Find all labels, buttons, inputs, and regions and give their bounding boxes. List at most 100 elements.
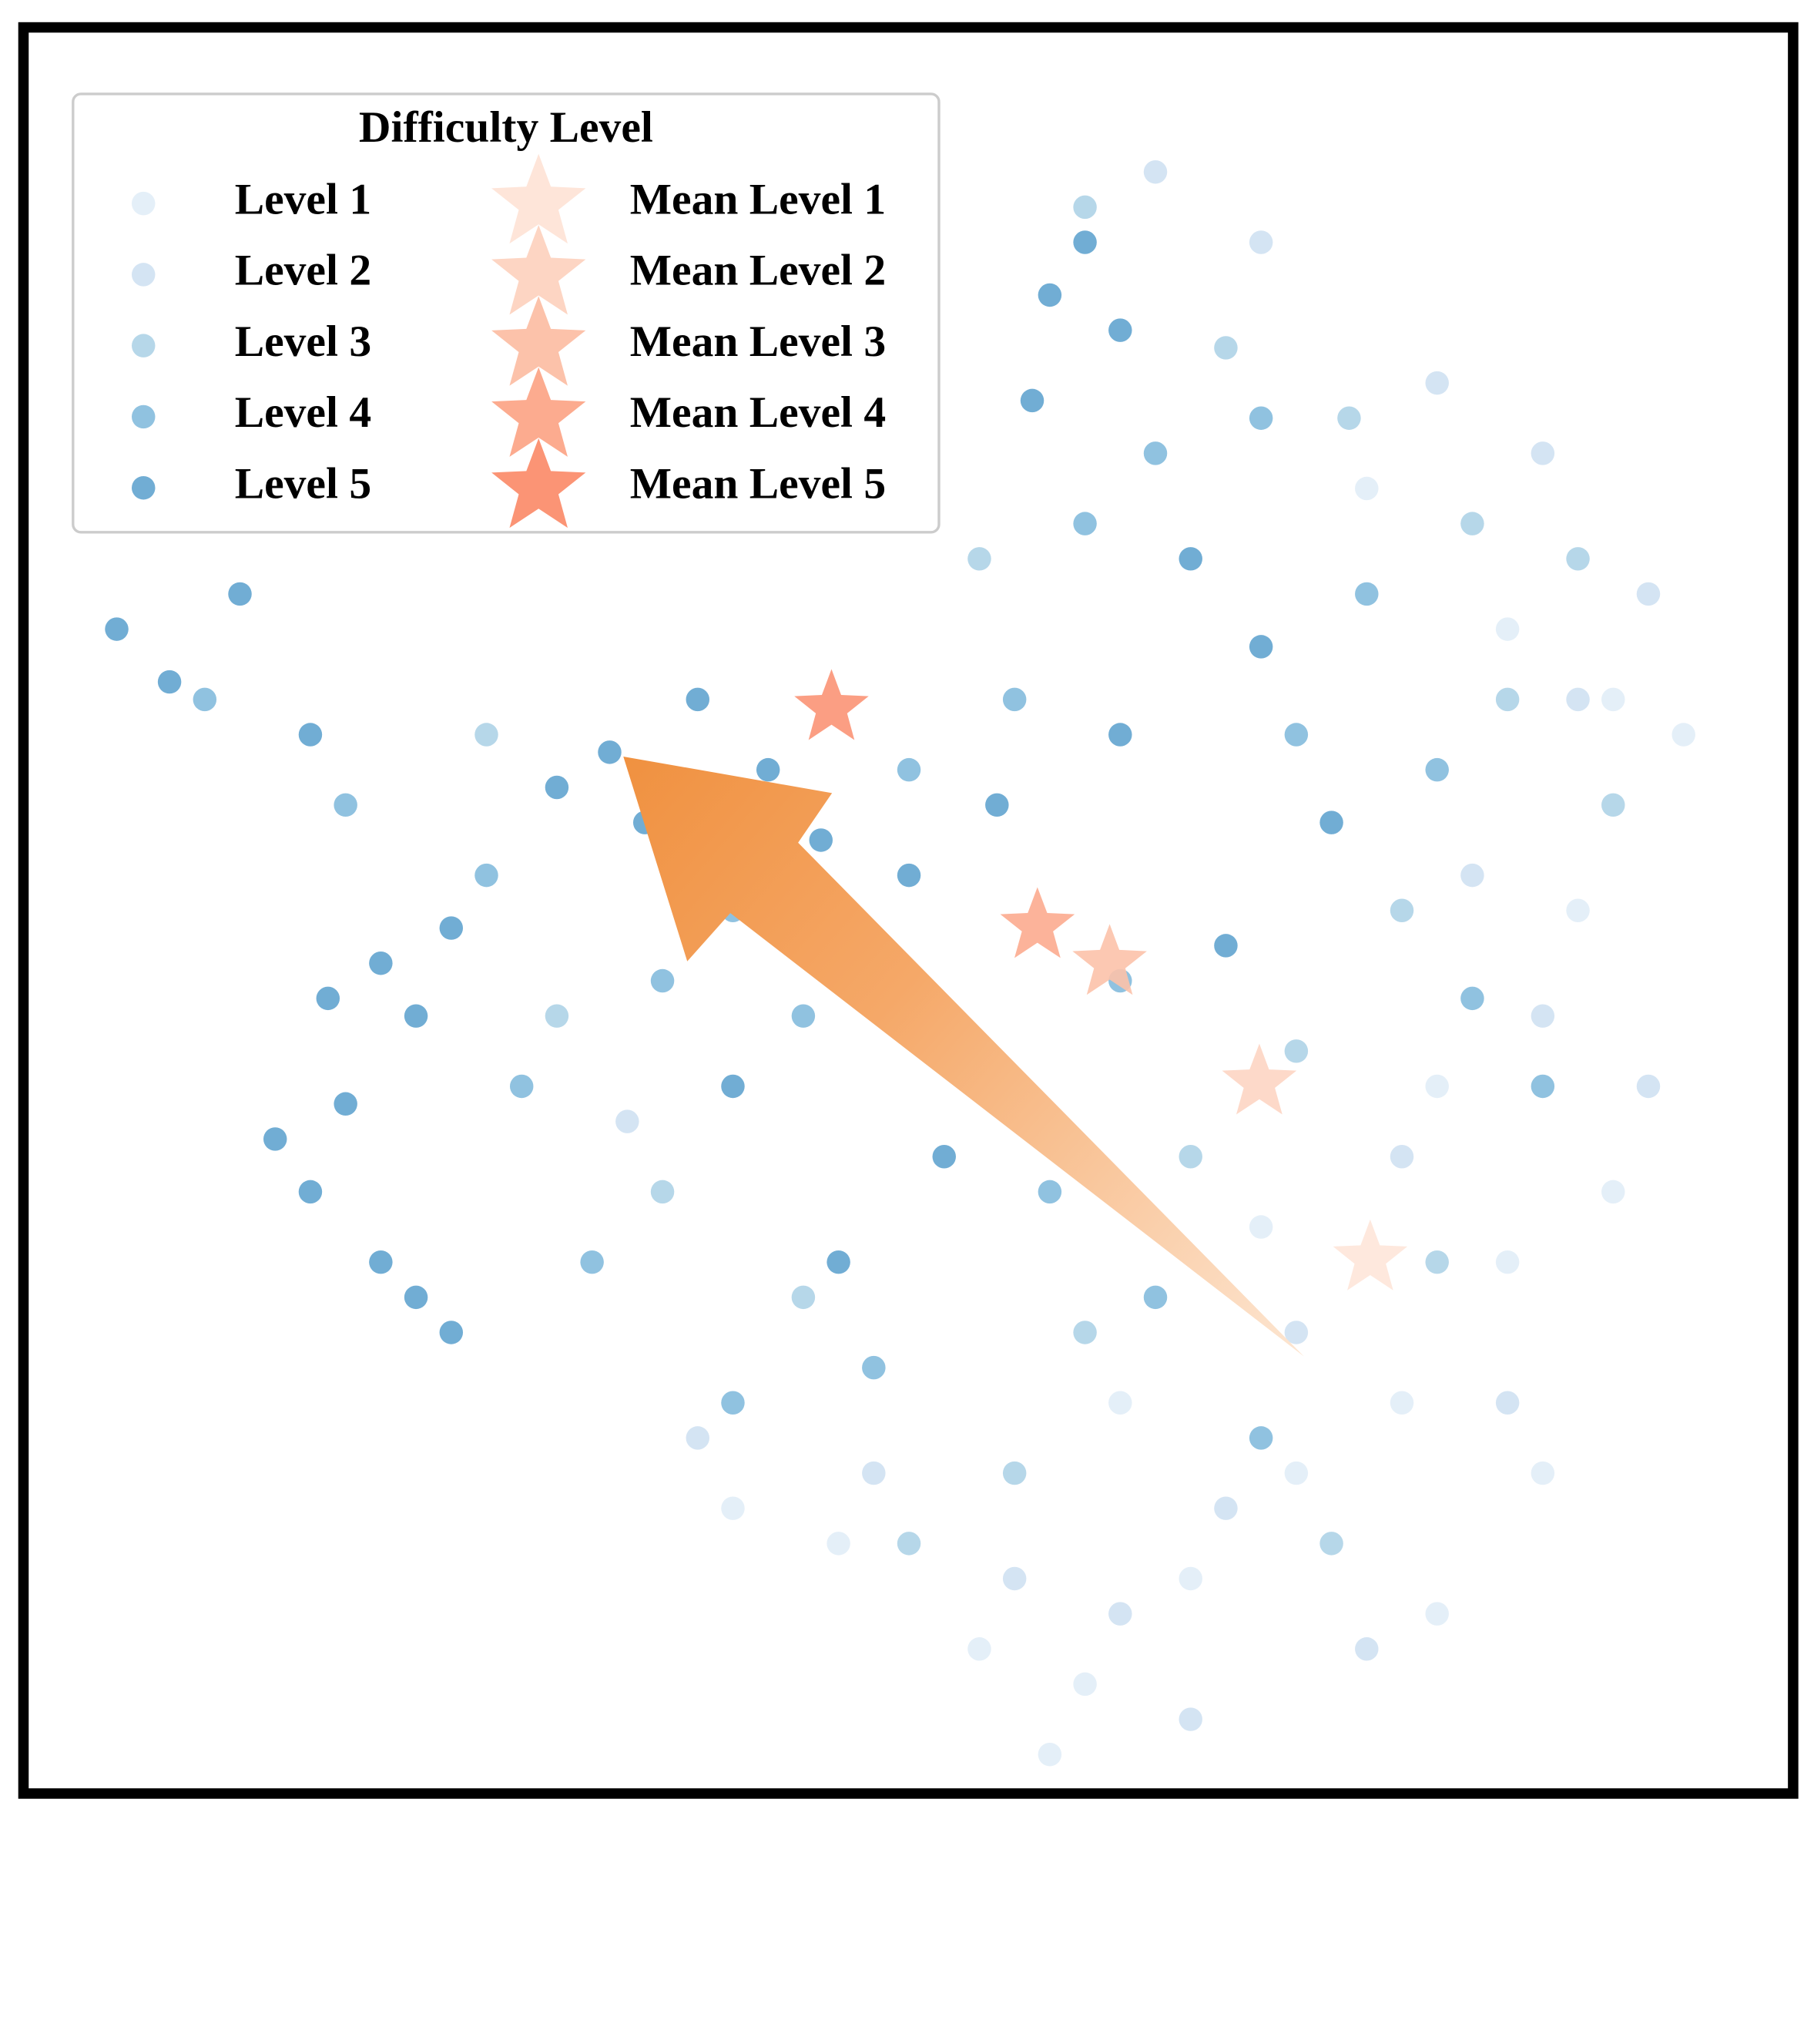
legend-marker xyxy=(131,334,156,357)
point xyxy=(1355,582,1379,606)
point xyxy=(263,1127,287,1151)
point xyxy=(650,1180,675,1204)
point xyxy=(1601,687,1625,712)
point xyxy=(809,828,833,852)
point xyxy=(1425,1602,1449,1626)
legend: Difficulty Level Level 1 Level 2 Level 3 Le… xyxy=(72,92,941,534)
point xyxy=(1002,1566,1027,1591)
point xyxy=(1108,318,1132,342)
legend-marker xyxy=(131,263,156,287)
point xyxy=(598,740,622,764)
point xyxy=(1355,476,1379,501)
point xyxy=(967,547,991,571)
mean-star xyxy=(1000,887,1075,958)
point xyxy=(1179,547,1202,571)
point xyxy=(1179,1566,1202,1591)
point xyxy=(1214,1496,1238,1520)
point xyxy=(1601,793,1625,817)
point xyxy=(827,1250,850,1274)
legend-title: Difficulty Level xyxy=(359,103,653,152)
point xyxy=(369,951,393,975)
legend-label: Mean Level 2 xyxy=(630,247,886,295)
point xyxy=(369,1250,393,1274)
point xyxy=(1425,757,1449,782)
point xyxy=(228,582,252,606)
point xyxy=(1108,1391,1132,1415)
point xyxy=(1249,635,1273,659)
mean-star xyxy=(1072,924,1147,995)
point xyxy=(1073,1672,1097,1697)
point xyxy=(897,757,921,782)
point xyxy=(1337,406,1361,430)
point xyxy=(650,968,675,993)
point xyxy=(1179,1707,1202,1731)
point xyxy=(1020,388,1044,413)
point xyxy=(1038,1180,1062,1204)
point xyxy=(1038,1742,1062,1767)
point xyxy=(756,757,780,782)
point xyxy=(1249,1215,1273,1239)
legend-label: Mean Level 3 xyxy=(630,317,886,366)
point xyxy=(1073,1321,1097,1344)
point xyxy=(474,863,498,888)
point xyxy=(1531,1074,1555,1099)
point xyxy=(721,1391,745,1415)
point xyxy=(1495,1391,1520,1415)
point xyxy=(334,793,357,817)
point xyxy=(1002,1461,1027,1485)
mean-stars xyxy=(794,669,1408,1291)
legend-label: Mean Level 1 xyxy=(630,175,886,223)
point xyxy=(932,1145,956,1169)
point xyxy=(439,916,464,940)
point xyxy=(1390,898,1414,922)
point xyxy=(897,1532,921,1556)
point xyxy=(1495,1250,1520,1274)
point xyxy=(334,1092,357,1116)
point xyxy=(1531,1004,1555,1028)
point xyxy=(1460,986,1484,1011)
point xyxy=(1425,1250,1449,1274)
legend-marker xyxy=(131,475,156,500)
point xyxy=(1249,1426,1273,1450)
point xyxy=(509,1074,534,1099)
point xyxy=(1073,230,1097,254)
point xyxy=(1249,406,1273,430)
point xyxy=(791,1004,816,1028)
point xyxy=(1460,863,1484,888)
point xyxy=(1319,1532,1343,1556)
points xyxy=(105,159,1695,1767)
point xyxy=(1636,582,1661,606)
point xyxy=(1566,547,1590,571)
point xyxy=(1108,1602,1132,1626)
legend-marker xyxy=(491,367,586,457)
point xyxy=(316,986,340,1011)
point xyxy=(1143,1285,1168,1310)
point xyxy=(1284,723,1309,747)
point xyxy=(298,1180,323,1204)
legend-label: Level 4 xyxy=(235,388,371,437)
point xyxy=(1143,441,1168,465)
point xyxy=(404,1004,428,1028)
point xyxy=(615,1109,639,1133)
point xyxy=(1425,1074,1449,1099)
mean-star xyxy=(1222,1043,1297,1115)
point xyxy=(1073,512,1097,535)
point xyxy=(1531,1461,1555,1485)
point xyxy=(157,670,182,694)
point xyxy=(1671,723,1695,747)
legend-label: Mean Level 5 xyxy=(630,459,886,508)
point xyxy=(580,1250,604,1274)
point xyxy=(1284,1039,1309,1063)
legend-label: Level 1 xyxy=(235,175,371,223)
point xyxy=(721,1074,745,1099)
point xyxy=(1566,898,1590,922)
point xyxy=(862,1355,886,1380)
point xyxy=(686,1426,710,1450)
trend-arrow xyxy=(623,756,1305,1357)
legend-box xyxy=(72,92,941,534)
point xyxy=(686,687,710,712)
point xyxy=(1636,1074,1661,1099)
point xyxy=(1179,1145,1202,1169)
legend-label: Level 5 xyxy=(235,459,371,508)
